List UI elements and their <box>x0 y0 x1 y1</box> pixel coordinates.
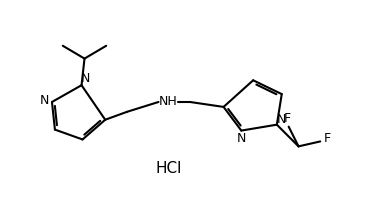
Text: N: N <box>81 72 90 85</box>
Text: N: N <box>39 95 49 107</box>
Text: NH: NH <box>159 96 178 108</box>
Text: F: F <box>284 112 291 125</box>
Text: F: F <box>323 132 331 145</box>
Text: N: N <box>277 113 286 126</box>
Text: N: N <box>237 132 246 145</box>
Text: HCl: HCl <box>155 161 181 176</box>
